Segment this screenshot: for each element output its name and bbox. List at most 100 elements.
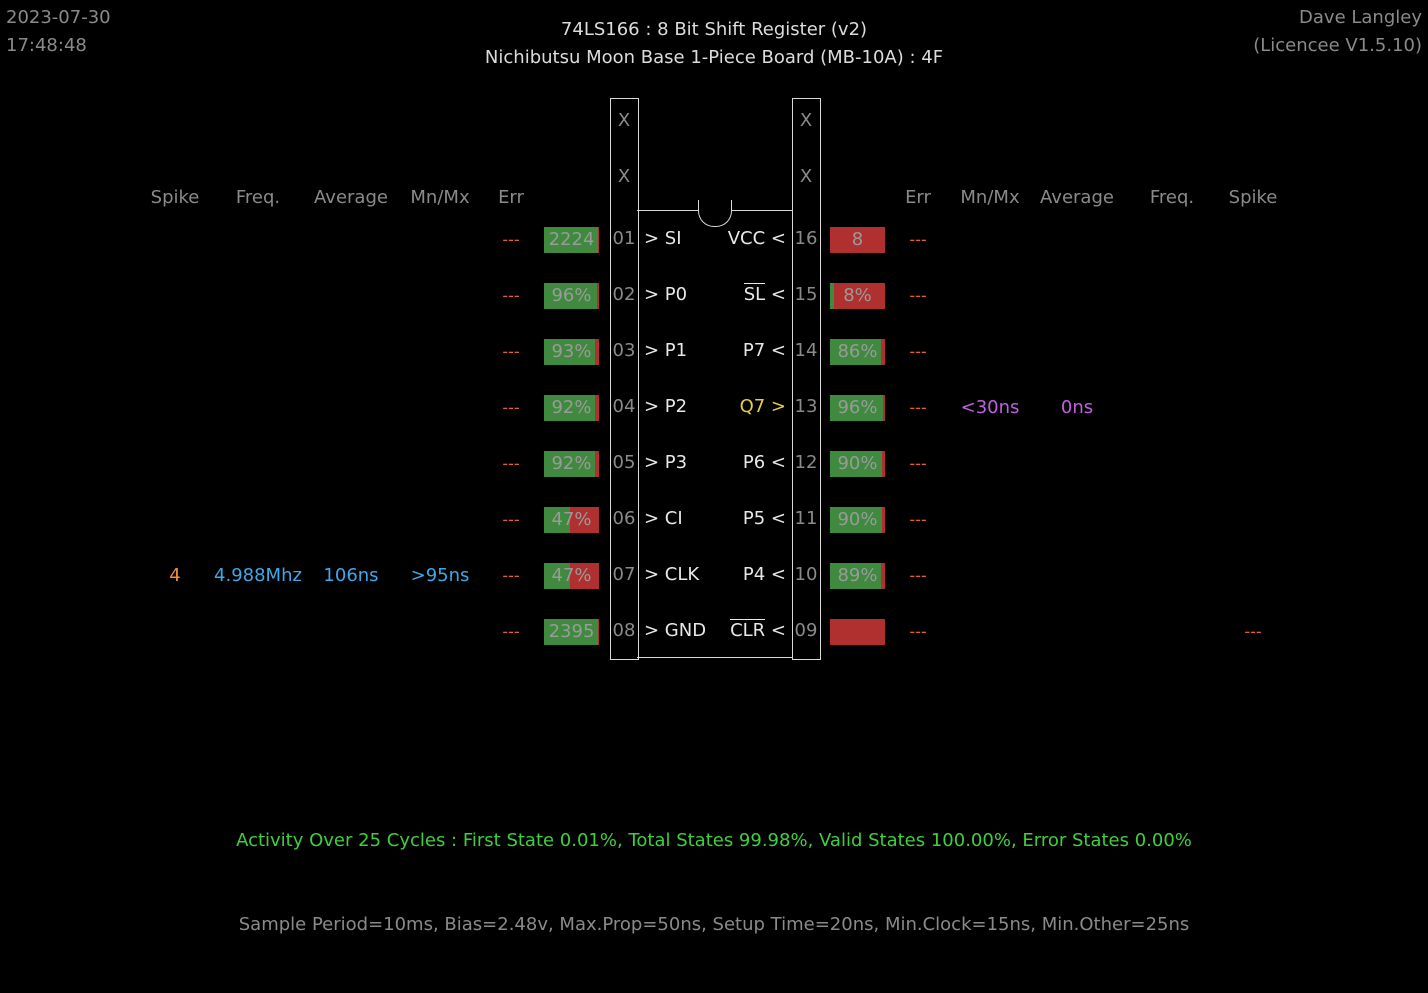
pin-name: > P1 — [644, 340, 688, 361]
pin-level-text: 2395 — [548, 621, 595, 642]
pin-number: 06 — [612, 508, 636, 529]
chip-bottom-edge — [637, 657, 793, 658]
pin-number: 09 — [794, 620, 818, 641]
chip-title: 74LS166 : 8 Bit Shift Register (v2) — [560, 19, 868, 40]
pin-level-text: 47% — [551, 565, 592, 586]
header-spike-right: Spike — [1228, 187, 1278, 208]
pin-level-text: 93% — [551, 341, 592, 362]
pin-level-bar: 8 — [830, 227, 885, 253]
pin-name: > CLK — [644, 564, 700, 585]
header-average-left: Average — [314, 187, 388, 208]
pin-err: --- — [502, 566, 520, 585]
header-average-right: Average — [1040, 187, 1114, 208]
pin-name: SL < — [743, 283, 786, 305]
pin-level-bar — [830, 619, 885, 645]
date-label: 2023-07-30 — [6, 7, 111, 28]
pin-name: > CI — [644, 508, 683, 529]
pin-name: P5 < — [742, 508, 786, 529]
pin-err: --- — [909, 286, 927, 305]
pin-level-text: 2224 — [548, 229, 595, 250]
pin-level-bar: 47% — [544, 563, 599, 589]
left-x-mark-1: X — [617, 110, 631, 131]
pin-level-text: 96% — [551, 285, 592, 306]
pin-err: --- — [909, 454, 927, 473]
pin-err: --- — [502, 398, 520, 417]
licence-label: (Licencee V1.5.10) — [1253, 35, 1422, 56]
pin-number: 04 — [612, 396, 636, 417]
pin-level-text: 89% — [837, 565, 878, 586]
pin-level-text: 92% — [551, 397, 592, 418]
header-freq-left: Freq. — [235, 187, 281, 208]
pin-name: > P0 — [644, 284, 688, 305]
pin-err: --- — [909, 342, 927, 361]
pin-err: --- — [909, 230, 927, 249]
header-err-left: Err — [498, 187, 524, 208]
pin-level-bar: 2395 — [544, 619, 599, 645]
header-mnmx-left: Mn/Mx — [410, 187, 470, 208]
pin-number: 12 — [794, 452, 818, 473]
sample-parameters: Sample Period=10ms, Bias=2.48v, Max.Prop… — [238, 914, 1190, 935]
time-label: 17:48:48 — [6, 35, 87, 56]
pin-name: Q7 > — [739, 396, 786, 417]
pin-number: 08 — [612, 620, 636, 641]
pin-level-bar: 2224 — [544, 227, 599, 253]
activity-summary: Activity Over 25 Cycles : First State 0.… — [236, 830, 1192, 851]
pin-name: P6 < — [742, 452, 786, 473]
pin-number: 05 — [612, 452, 636, 473]
pin-level-text: 90% — [837, 453, 878, 474]
pin-name: > GND — [644, 620, 707, 641]
right-x-mark-1: X — [799, 110, 813, 131]
clk-mnmx-value: >95ns — [410, 565, 470, 586]
pin-level-text: 86% — [837, 341, 878, 362]
pin-err: --- — [502, 622, 520, 641]
q7-mnmx-value: <30ns — [960, 397, 1020, 418]
pin-level-bar: 92% — [544, 451, 599, 477]
pin-level-text: 90% — [837, 509, 878, 530]
pin-err: --- — [909, 566, 927, 585]
pin-err: --- — [909, 510, 927, 529]
pin-level-bar: 90% — [830, 507, 885, 533]
pin-err: --- — [502, 230, 520, 249]
pin-err: --- — [502, 342, 520, 361]
pin-level-bar: 96% — [830, 395, 885, 421]
pin-number: 10 — [794, 564, 818, 585]
header-mnmx-right: Mn/Mx — [960, 187, 1020, 208]
pin-name: P4 < — [742, 564, 786, 585]
right-x-mark-2: X — [799, 166, 813, 187]
pin-level-bar: 47% — [544, 507, 599, 533]
pin-name: CLR < — [730, 619, 786, 641]
pin-number: 16 — [794, 228, 818, 249]
pin-level-bar: 92% — [544, 395, 599, 421]
board-title: Nichibutsu Moon Base 1-Piece Board (MB-1… — [484, 47, 944, 68]
pin-level-bar: 89% — [830, 563, 885, 589]
left-x-mark-2: X — [617, 166, 631, 187]
pin-number: 07 — [612, 564, 636, 585]
user-name: Dave Langley — [1299, 7, 1422, 28]
pin-err: --- — [502, 510, 520, 529]
pin-number: 11 — [794, 508, 818, 529]
left-pin-column — [610, 98, 639, 660]
pin-name: P7 < — [742, 340, 786, 361]
pin-number: 14 — [794, 340, 818, 361]
pin-number: 02 — [612, 284, 636, 305]
pin-number: 01 — [612, 228, 636, 249]
pin-err: --- — [502, 454, 520, 473]
pin-level-text: 8 — [851, 229, 864, 250]
q7-average-value: 0ns — [1060, 397, 1094, 418]
pin-level-text: 96% — [837, 397, 878, 418]
pin-number: 15 — [794, 284, 818, 305]
pin-level-bar: 96% — [544, 283, 599, 309]
chip-notch — [698, 200, 732, 227]
clk-spike-value: 4 — [169, 565, 181, 586]
pin-level-bar: 93% — [544, 339, 599, 365]
pin-name: > P2 — [644, 396, 688, 417]
pin-level-bar: 86% — [830, 339, 885, 365]
pin-err: --- — [909, 622, 927, 641]
clr-spike-value: --- — [1244, 622, 1262, 641]
pin-level-text: 8% — [843, 285, 872, 306]
pin-name: VCC < — [727, 228, 786, 249]
pin-name: > SI — [644, 228, 682, 249]
pin-err: --- — [502, 286, 520, 305]
pin-level-text: 92% — [551, 453, 592, 474]
pin-number: 03 — [612, 340, 636, 361]
